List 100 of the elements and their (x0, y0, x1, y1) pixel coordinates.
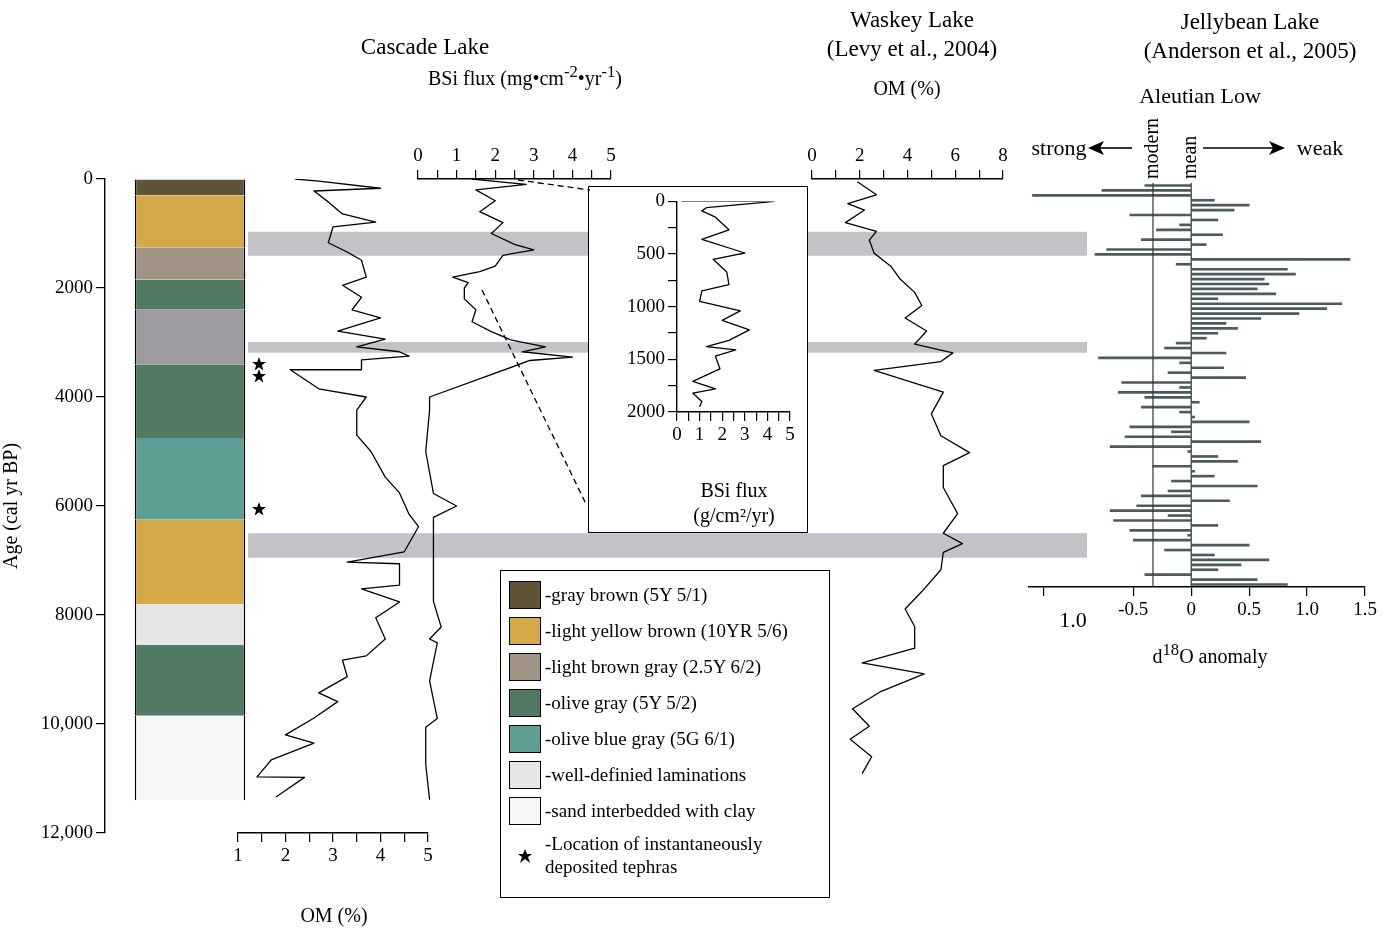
bar (1187, 450, 1191, 453)
x-tick-label: 5 (423, 844, 433, 866)
x-tick-label: 4 (762, 423, 773, 445)
bar (1191, 331, 1219, 335)
x-tick-label: 3 (328, 844, 338, 866)
bar (1191, 317, 1262, 320)
x-axis-title: d$^{18}$O anomaly (1151, 640, 1269, 669)
bar (1191, 563, 1242, 567)
bar (1191, 460, 1238, 463)
x2-tick-label: 4 (902, 143, 913, 165)
text: weak (1295, 134, 1345, 162)
text: Aleutian Low (1138, 82, 1262, 110)
bar (1191, 233, 1223, 237)
x-tick-label: 2 (280, 844, 291, 866)
bar (1179, 361, 1191, 365)
y-tick-label: 0 (655, 189, 665, 211)
bar (1132, 538, 1191, 542)
y-tick-label: 6000 (55, 493, 93, 515)
y-tick-label: 2000 (627, 399, 665, 421)
bar (1144, 184, 1191, 187)
text: -olive gray (5Y 5/2) (545, 691, 697, 715)
x-tick-label: 4 (375, 844, 386, 866)
bar (1191, 376, 1246, 379)
bar (1136, 504, 1191, 508)
bar (1191, 297, 1219, 301)
legend-label: -well-definied laminations (545, 763, 747, 787)
text: strong (1030, 134, 1088, 162)
bar (1106, 248, 1191, 251)
y-axis-title: Age (cal yr BP) (0, 442, 23, 570)
x-axis-title: BSi flux (g/cm²/yr) (692, 478, 776, 528)
bar (1179, 386, 1191, 389)
x2-tick-label: 8 (998, 143, 1008, 165)
chart-title: Jellybean Lake (Anderson et al., 2005) (1142, 8, 1358, 65)
bar (1109, 509, 1191, 512)
bar (1191, 302, 1343, 306)
bar (1187, 533, 1191, 537)
y-tick-label: 8000 (55, 602, 93, 624)
y-tick-label: 0 (83, 166, 93, 188)
chart-title: Waskey Lake (Levy et al., 2004) (825, 6, 999, 63)
x2-tick-label: 6 (950, 143, 960, 165)
y-tick-label: 2000 (55, 275, 93, 297)
bar (1191, 258, 1351, 261)
bar (1191, 198, 1215, 202)
x-tick-label: 1.0 (1295, 598, 1319, 620)
bar (1167, 514, 1191, 517)
bar (1191, 336, 1207, 340)
x-tick-label: 5 (785, 423, 795, 445)
x-tick-label: 3 (740, 423, 750, 445)
bar (1191, 366, 1224, 370)
y-tick-label: 500 (636, 242, 665, 264)
bar (1124, 435, 1191, 439)
legend-label: -olive blue gray (5G 6/1) (545, 727, 735, 751)
bar (1191, 243, 1207, 246)
x-tick-label: 2 (717, 423, 727, 445)
x-tick-label: 1.5 (1353, 598, 1377, 620)
x-tick-label: 0 (1186, 598, 1196, 620)
x2-tick-label: 3 (529, 143, 539, 165)
x-axis-title: OM (%) (299, 903, 369, 928)
bar (1191, 524, 1219, 527)
y-tick-label: 4000 (55, 384, 93, 406)
x2-tick-label: 0 (807, 143, 817, 165)
bar (1191, 267, 1288, 271)
y-tick-label: 1500 (627, 347, 665, 369)
y-tick-label: 10,000 (40, 711, 93, 733)
x-tick-label: 1 (233, 844, 243, 866)
bar (1175, 262, 1191, 266)
legend-label: -light yellow brown (10YR 5/6) (545, 619, 788, 643)
bar (1191, 583, 1288, 586)
x-tick-label: 0.5 (1237, 598, 1262, 620)
bar (1152, 464, 1191, 468)
x2-tick-label: 2 (490, 143, 500, 165)
bar (1167, 371, 1191, 375)
bar (1144, 573, 1191, 577)
x-tick-label: 1 (694, 423, 705, 445)
bar (1141, 238, 1191, 241)
bar (1121, 381, 1191, 384)
bar (1109, 445, 1191, 448)
x-tick-label: 0 (672, 423, 682, 445)
x2-axis-title: BSi flux (mg•cm$^{-2}$•yr$^{-1}$) (427, 62, 623, 91)
x-tick-label: -0.5 (1118, 598, 1149, 620)
y-tick-label: 1000 (627, 294, 665, 316)
bar (1156, 228, 1191, 232)
bar (1032, 193, 1191, 197)
x2-axis-title: OM (%) (872, 76, 942, 101)
legend-label: -gray brown (5Y 5/1) (545, 583, 708, 607)
bar (1171, 430, 1191, 434)
y-tick-label: 12,000 (40, 820, 93, 842)
x2-tick-label: 5 (606, 143, 616, 165)
bar (1094, 253, 1191, 256)
text: -Location of instantaneously deposited tephras (545, 833, 764, 879)
bar (1191, 455, 1219, 458)
bar (1191, 499, 1230, 503)
legend-label: -sand interbedded with clay (545, 799, 756, 823)
legend-label: -light brown gray (2.5Y 6/2) (545, 655, 762, 679)
bar (1117, 391, 1191, 394)
bar (1191, 440, 1262, 443)
x2-tick-label: 2 (855, 143, 865, 165)
bar (1113, 519, 1191, 522)
ref-line-label: modern (1140, 117, 1163, 179)
bar (1144, 395, 1191, 399)
